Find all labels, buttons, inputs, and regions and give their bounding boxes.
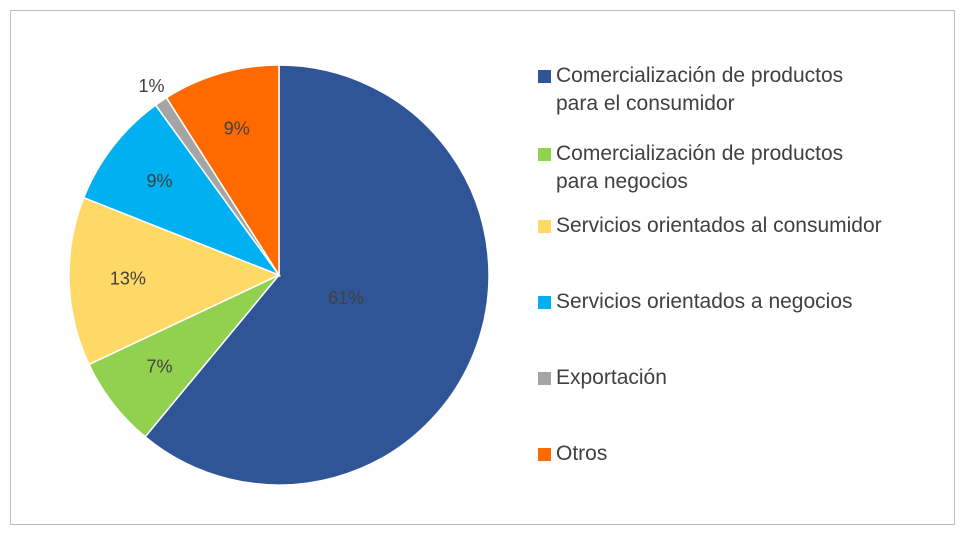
data-label: 61% <box>328 288 364 308</box>
legend-item: Servicios orientados al consumidor <box>538 212 882 240</box>
chart-frame <box>10 10 955 525</box>
pie-slice <box>165 64 280 278</box>
legend-swatch <box>538 296 551 309</box>
legend-item: Exportación <box>538 364 667 392</box>
legend-item: Comercialización de productos para negoc… <box>538 140 886 196</box>
data-label: 13% <box>110 268 146 288</box>
legend-swatch <box>538 70 551 83</box>
legend-label: Comercialización de productos para el co… <box>556 64 844 115</box>
legend-swatch <box>538 220 551 233</box>
data-label: 9% <box>147 171 173 191</box>
pie-slice <box>144 64 490 486</box>
legend-label: Comercialización de productos para negoc… <box>556 142 844 193</box>
legend-label: Servicios orientados al consumidor <box>556 214 882 237</box>
data-label: 1% <box>139 76 165 96</box>
legend-swatch <box>538 372 551 385</box>
pie-slice <box>68 196 281 366</box>
legend-item: Comercialización de productos para el co… <box>538 62 886 118</box>
legend-label: Otros <box>556 442 608 465</box>
legend-swatch <box>538 148 551 161</box>
legend-item: Otros <box>538 440 607 468</box>
legend-label: Exportación <box>556 366 667 389</box>
pie-slice <box>82 104 282 277</box>
legend-item: Servicios orientados a negocios <box>538 288 853 316</box>
data-label: 7% <box>147 356 173 376</box>
data-label: 9% <box>224 119 250 139</box>
legend-label: Servicios orientados a negocios <box>556 290 853 313</box>
legend-swatch <box>538 448 551 461</box>
